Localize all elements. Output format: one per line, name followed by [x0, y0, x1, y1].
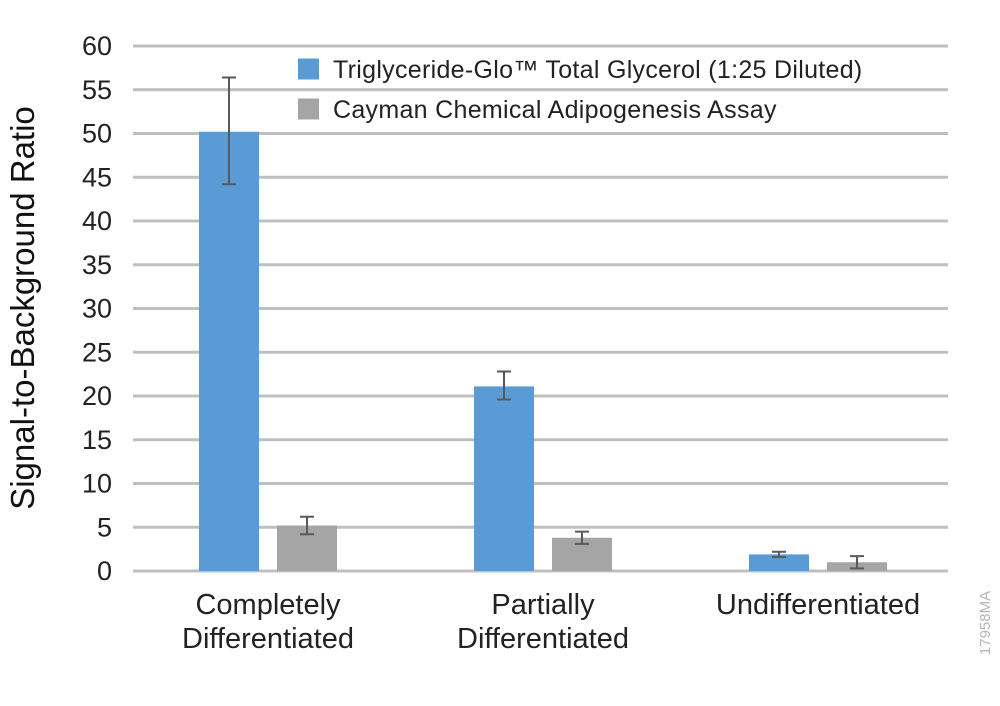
bar-series0-cat2 — [749, 554, 809, 571]
legend-item-1: Cayman Chemical Adipogenesis Assay — [298, 96, 777, 124]
y-tick-label-35: 35 — [82, 250, 112, 280]
y-tick-label-10: 10 — [82, 469, 112, 499]
legend-swatch-0 — [298, 58, 319, 80]
y-tick-label-60: 60 — [82, 31, 112, 61]
y-tick-label-0: 0 — [97, 556, 112, 586]
x-category-label-line: Differentiated — [182, 623, 354, 655]
y-tick-label-40: 40 — [82, 206, 112, 236]
gridlines — [133, 44, 948, 573]
error-bar-series0-cat1 — [497, 370, 511, 401]
error-bars — [222, 76, 864, 570]
error-bar-series0-cat0 — [222, 76, 236, 186]
y-tick-label-20: 20 — [82, 381, 112, 411]
legend-label-0: Triglyceride-Glo™ Total Glycerol (1:25 D… — [333, 56, 863, 84]
y-tick-label-50: 50 — [82, 119, 112, 149]
y-tick-label-5: 5 — [97, 512, 112, 542]
y-tick-label-45: 45 — [82, 162, 112, 192]
y-tick-label-25: 25 — [82, 337, 112, 367]
bar-series0-cat1 — [474, 386, 534, 571]
error-bar-series1-cat2 — [850, 555, 864, 570]
legend-item-0: Triglyceride-Glo™ Total Glycerol (1:25 D… — [298, 56, 863, 84]
x-category-label-0: Completely Differentiated — [182, 589, 354, 655]
bar-series0-cat0 — [199, 131, 259, 571]
bars — [199, 131, 887, 571]
x-category-label-2: Undifferentiated — [716, 589, 920, 621]
figure-id-label: 17958MA — [977, 591, 994, 655]
x-category-label-line: Differentiated — [457, 623, 629, 655]
error-bar-series1-cat1 — [575, 530, 589, 545]
error-bar-series0-cat2 — [772, 550, 786, 558]
y-tick-label-55: 55 — [82, 75, 112, 105]
y-axis-ticks: 0 5 10 15 20 25 30 35 40 45 50 55 60 — [82, 31, 112, 586]
legend-label-1: Cayman Chemical Adipogenesis Assay — [333, 96, 777, 124]
y-tick-label-15: 15 — [82, 425, 112, 455]
x-category-label-line: Completely — [195, 589, 341, 621]
y-tick-label-30: 30 — [82, 294, 112, 324]
x-category-label-1: Partially Differentiated — [457, 589, 629, 655]
error-bar-series1-cat0 — [300, 515, 314, 536]
legend-swatch-1 — [298, 98, 319, 120]
y-axis-label: Signal-to-Background Ratio — [4, 106, 41, 510]
x-category-label-line: Undifferentiated — [716, 589, 920, 621]
x-category-label-line: Partially — [491, 589, 595, 621]
legend: Triglyceride-Glo™ Total Glycerol (1:25 D… — [298, 56, 863, 124]
